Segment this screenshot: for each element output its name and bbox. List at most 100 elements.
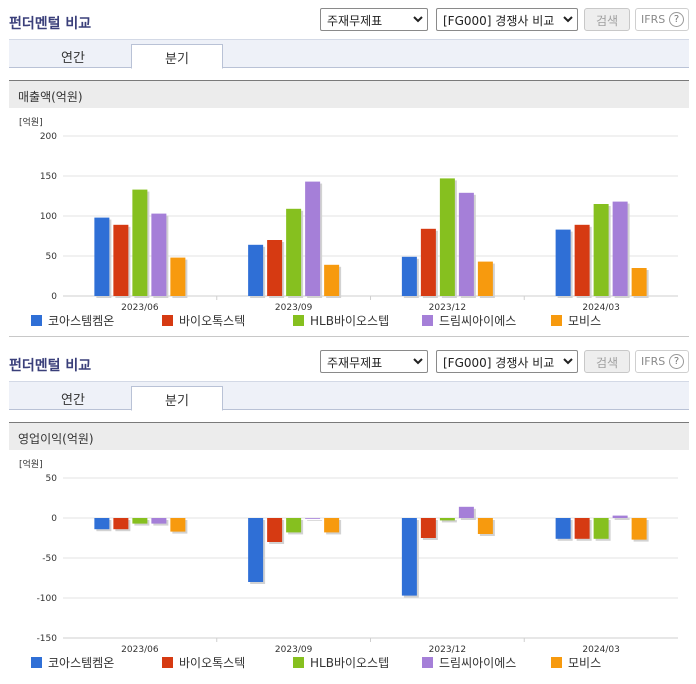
bar[interactable] [574,518,590,539]
bar-shadow [614,517,630,520]
legend-label: HLB바이오스텝 [310,656,390,670]
bar[interactable] [267,240,283,296]
legend-item[interactable]: 모비스 [551,654,601,671]
period-tabs: 연간 분기 [9,39,689,69]
bar[interactable] [574,224,590,296]
revenue-bar-chart: [억원] 0 50 100 150 200 2023/06 2023/09 2023/12 202… [19,116,678,312]
legend-item[interactable]: 바이오톡스텍 [162,312,245,329]
bar[interactable] [477,261,493,296]
legend-item[interactable]: 코아스템켐온 [31,654,114,671]
chevron-down-icon [563,16,573,23]
operating-profit-bar-chart: [억원] -150 -100 -50 0 50 2023/06 2023/09 2023/12 2… [19,458,678,654]
legend-label: 드림씨아이에스 [439,656,517,670]
bar[interactable] [113,518,129,530]
bar[interactable] [305,518,321,519]
bar[interactable] [555,518,571,539]
ifrs-label: IFRS [641,13,666,26]
bar[interactable] [593,204,609,296]
y-tick-label: 50 [46,252,58,262]
tab-annual[interactable]: 연간 [61,393,85,408]
bar[interactable] [401,256,417,296]
bar[interactable] [286,208,302,296]
statement-select-value: 주재무제표 [327,14,383,28]
panel-title: 펀더멘털 비교 [9,16,92,32]
bar[interactable] [631,268,647,296]
y-tick-label: 0 [51,292,57,302]
bar[interactable] [113,224,129,296]
bar[interactable] [458,192,474,296]
bar[interactable] [439,178,455,296]
legend-item[interactable]: 바이오톡스텍 [162,654,245,671]
y-tick-label: 50 [46,474,58,484]
x-tick-label: 2024/03 [582,303,619,312]
divider [9,336,689,337]
statement-select[interactable]: 주재무제표 [320,350,428,373]
bar[interactable] [305,181,321,296]
x-tick-label: 2023/12 [429,645,466,654]
y-tick-label: 0 [51,514,57,524]
bar[interactable] [324,264,340,296]
chevron-down-icon [413,16,423,23]
help-icon[interactable]: ? [669,354,684,369]
bar[interactable] [420,228,436,296]
ifrs-label: IFRS [641,355,666,368]
y-tick-label: -100 [37,594,58,604]
metric-label: 영업이익(억원) [9,422,689,450]
ifrs-button[interactable]: IFRS ? [635,350,689,373]
statement-select[interactable]: 주재무제표 [320,8,428,31]
ifrs-button[interactable]: IFRS ? [635,8,689,31]
statement-select-value: 주재무제표 [327,356,383,370]
tab-quarterly[interactable]: 분기 [131,386,223,411]
legend-item[interactable]: HLB바이오스텝 [293,654,389,671]
compare-select-value: [FG000] 경쟁사 비교 [443,356,555,370]
bar[interactable] [94,518,110,530]
bar[interactable] [612,201,628,296]
bar[interactable] [612,515,628,518]
bar[interactable] [420,518,436,538]
legend-label: HLB바이오스텝 [310,314,390,328]
legend-label: 바이오톡스텍 [179,656,246,670]
bar[interactable] [151,518,167,524]
legend-item[interactable]: 드림씨아이에스 [422,312,516,329]
search-button[interactable]: 검색 [584,8,630,31]
bar[interactable] [631,518,647,540]
period-tabs: 연간 분기 [9,381,689,411]
bar[interactable] [555,229,571,296]
bar[interactable] [170,257,186,296]
panel-header: 펀더멘털 비교 주재무제표 [FG000] 경쟁사 비교 검색 IFRS ? [0,0,696,38]
bar[interactable] [132,518,148,524]
bar[interactable] [477,518,493,534]
legend-item[interactable]: 드림씨아이에스 [422,654,516,671]
legend-item[interactable]: HLB바이오스텝 [293,312,389,329]
legend-swatch [293,315,304,326]
compare-select[interactable]: [FG000] 경쟁사 비교 [436,350,578,373]
bar[interactable] [401,518,417,596]
legend-item[interactable]: 코아스템켐온 [31,312,114,329]
bar[interactable] [248,244,264,296]
bar[interactable] [439,518,455,521]
bar-shadow [441,520,457,523]
compare-select[interactable]: [FG000] 경쟁사 비교 [436,8,578,31]
tab-quarterly[interactable]: 분기 [131,44,223,69]
bar[interactable] [286,518,302,533]
y-tick-label: 150 [40,172,57,182]
search-button[interactable]: 검색 [584,350,630,373]
compare-select-value: [FG000] 경쟁사 비교 [443,14,555,28]
bar[interactable] [267,518,283,542]
bar[interactable] [151,213,167,296]
bar[interactable] [170,518,186,532]
bar[interactable] [458,506,474,518]
bar[interactable] [248,518,264,582]
panel-header: 펀더멘털 비교 주재무제표 [FG000] 경쟁사 비교 검색 IFRS ? [0,342,696,380]
bar[interactable] [324,518,340,533]
bar-shadow [307,520,323,521]
bar[interactable] [94,217,110,296]
bar[interactable] [593,518,609,539]
help-icon[interactable]: ? [669,12,684,27]
bar[interactable] [132,189,148,296]
tab-annual[interactable]: 연간 [61,51,85,66]
y-tick-label: 200 [40,132,57,142]
legend-swatch [422,657,433,668]
legend-item[interactable]: 모비스 [551,312,601,329]
x-tick-label: 2023/12 [429,303,466,312]
